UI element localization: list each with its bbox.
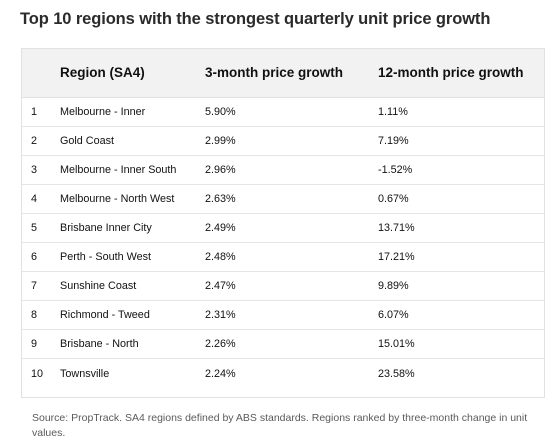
twelve-month-cell: 6.07%: [371, 300, 544, 331]
page-title: Top 10 regions with the strongest quarte…: [20, 10, 491, 28]
region-cell: Townsville: [60, 367, 110, 380]
region-cell: Perth - South West: [51, 242, 198, 273]
three-month-cell: 2.47%: [198, 271, 371, 302]
rank-cell: 2: [22, 126, 51, 156]
region-cell: Brisbane Inner City: [51, 213, 198, 243]
price-growth-table: Region (SA4) 3-month price growth 12-mon…: [22, 49, 544, 388]
three-month-cell: 2.49%: [198, 213, 371, 243]
twelve-month-cell: 13.71%: [371, 213, 544, 243]
twelve-month-cell: 15.01%: [371, 329, 544, 360]
header-three-month-growth: 3-month price growth: [198, 49, 371, 98]
table-row: 3 Melbourne - Inner South 2.96% -1.52%: [22, 155, 544, 185]
rank-cell: 3: [22, 155, 51, 185]
rank-cell: 1: [22, 97, 51, 127]
table-row: 2 Gold Coast 2.99% 7.19%: [22, 126, 544, 156]
table-row: 9 Brisbane - North 2.26% 15.01%: [22, 329, 544, 360]
twelve-month-cell: 23.58%: [378, 367, 415, 380]
rank-cell: 10: [31, 367, 44, 380]
header-rank: [22, 49, 51, 98]
rank-cell: 5: [22, 213, 51, 243]
header-twelve-month-growth: 12-month price growth: [371, 49, 544, 98]
region-cell: Gold Coast: [51, 126, 198, 156]
three-month-cell: 2.26%: [198, 329, 371, 360]
three-month-cell: 2.48%: [198, 242, 371, 273]
twelve-month-cell: 0.67%: [371, 184, 544, 214]
three-month-cell: 2.63%: [198, 184, 371, 214]
region-cell: Melbourne - North West: [51, 184, 198, 214]
region-cell: Sunshine Coast: [51, 271, 198, 302]
three-month-cell: 5.90%: [198, 97, 371, 127]
region-cell: Richmond - Tweed: [51, 300, 198, 331]
region-cell: Brisbane - North: [51, 329, 198, 360]
table-body: 1 Melbourne - Inner 5.90% 1.11% 2 Gold C…: [22, 97, 544, 388]
table-header-row: Region (SA4) 3-month price growth 12-mon…: [22, 49, 544, 98]
twelve-month-cell: 1.11%: [371, 97, 544, 127]
rank-cell: 9: [22, 329, 51, 360]
table-row: 4 Melbourne - North West 2.63% 0.67%: [22, 184, 544, 214]
price-growth-table-container: Region (SA4) 3-month price growth 12-mon…: [21, 48, 545, 398]
source-note: Source: PropTrack. SA4 regions defined b…: [32, 412, 528, 439]
three-month-cell: 2.96%: [198, 155, 371, 185]
twelve-month-cell: -1.52%: [371, 155, 544, 185]
region-cell: Melbourne - Inner: [51, 97, 198, 127]
region-cell: Melbourne - Inner South: [51, 155, 198, 185]
twelve-month-cell: 17.21%: [371, 242, 544, 273]
three-month-cell: 2.24%: [205, 367, 236, 380]
table-row: 1 Melbourne - Inner 5.90% 1.11%: [22, 97, 544, 127]
rank-cell: 8: [22, 300, 51, 331]
rank-cell: 7: [22, 271, 51, 302]
twelve-month-cell: 9.89%: [371, 271, 544, 302]
table-row: 7 Sunshine Coast 2.47% 9.89%: [22, 271, 544, 302]
table-row: 8 Richmond - Tweed 2.31% 6.07%: [22, 300, 544, 331]
three-month-cell: 2.99%: [198, 126, 371, 156]
table-row: 5 Brisbane Inner City 2.49% 13.71%: [22, 213, 544, 243]
rank-cell: 6: [22, 242, 51, 273]
table-row: 6 Perth - South West 2.48% 17.21%: [22, 242, 544, 273]
header-region: Region (SA4): [51, 49, 198, 98]
table-row: 10 Townsville 2.24% 23.58%: [22, 359, 544, 388]
table-header: Region (SA4) 3-month price growth 12-mon…: [22, 49, 544, 98]
twelve-month-cell: 7.19%: [371, 126, 544, 156]
rank-cell: 4: [22, 184, 51, 214]
three-month-cell: 2.31%: [198, 300, 371, 331]
